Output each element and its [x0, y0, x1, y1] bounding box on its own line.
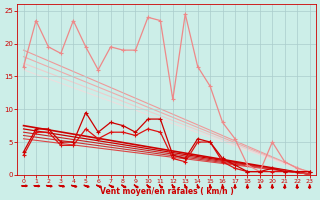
X-axis label: Vent moyen/en rafales ( km/h ): Vent moyen/en rafales ( km/h )	[100, 187, 234, 196]
